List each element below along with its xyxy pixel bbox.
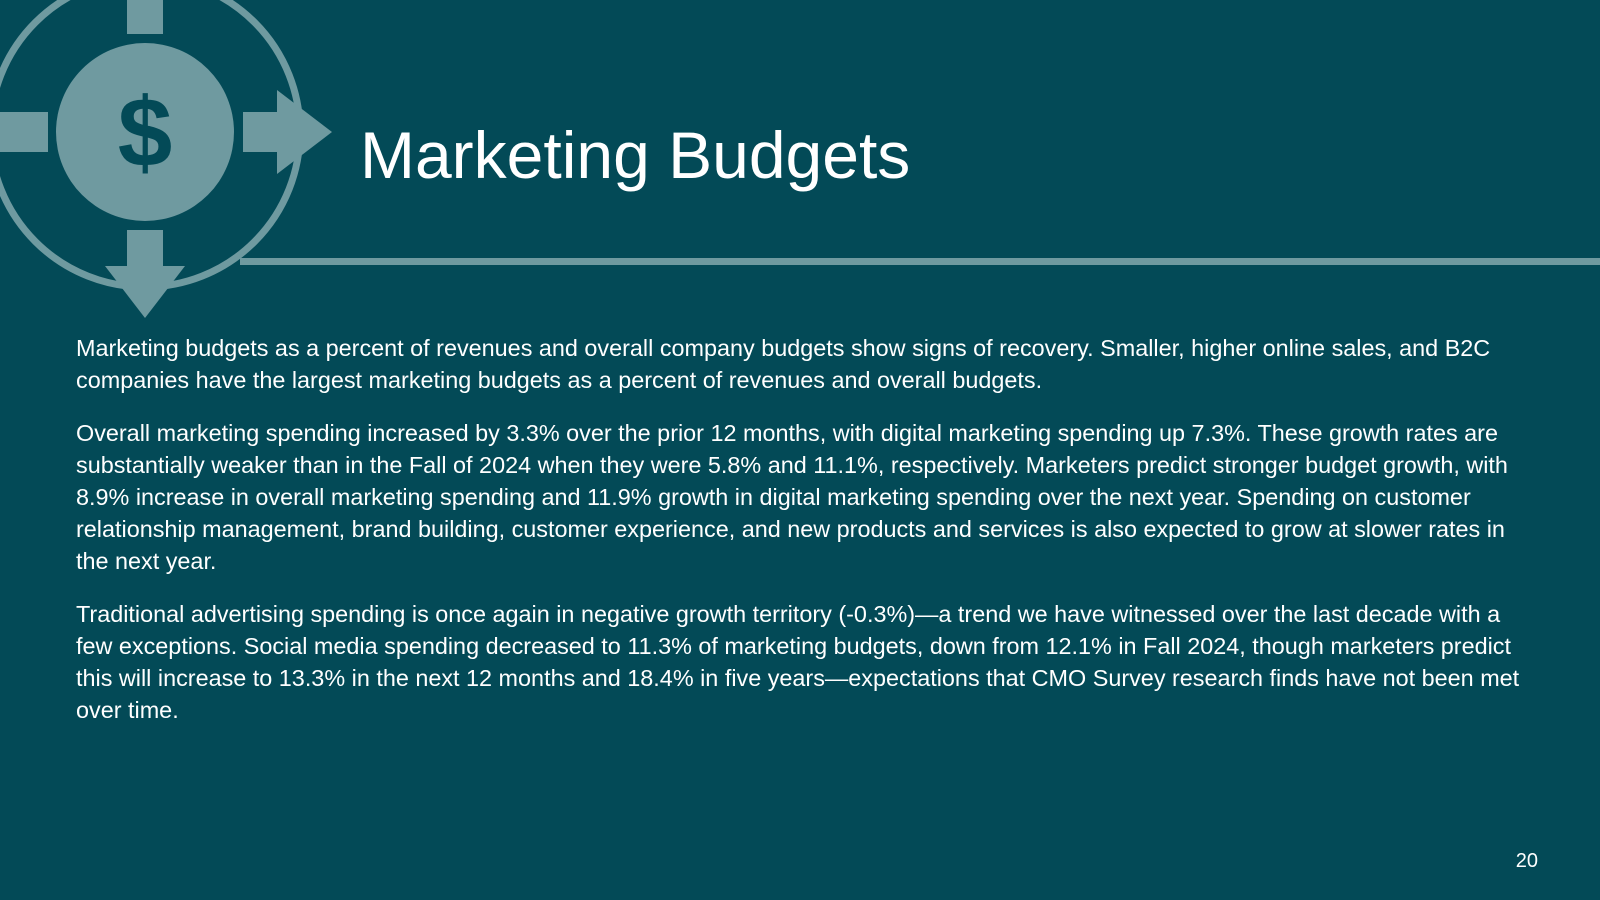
slide-title: Marketing Budgets (360, 118, 911, 192)
dollar-circulation-icon: $ (0, 0, 332, 318)
paragraph-recovery: Marketing budgets as a percent of revenu… (76, 335, 1491, 393)
body-text: Marketing budgets as a percent of revenu… (76, 332, 1536, 747)
paragraph-traditional-social: Traditional advertising spending is once… (76, 601, 1520, 723)
header-decoration: $ (0, 0, 1600, 318)
paragraph-spending-growth: Overall marketing spending increased by … (76, 420, 1508, 574)
dollar-sign: $ (118, 77, 173, 187)
page-number: 20 (1515, 850, 1538, 872)
title-divider-line (240, 258, 1600, 265)
